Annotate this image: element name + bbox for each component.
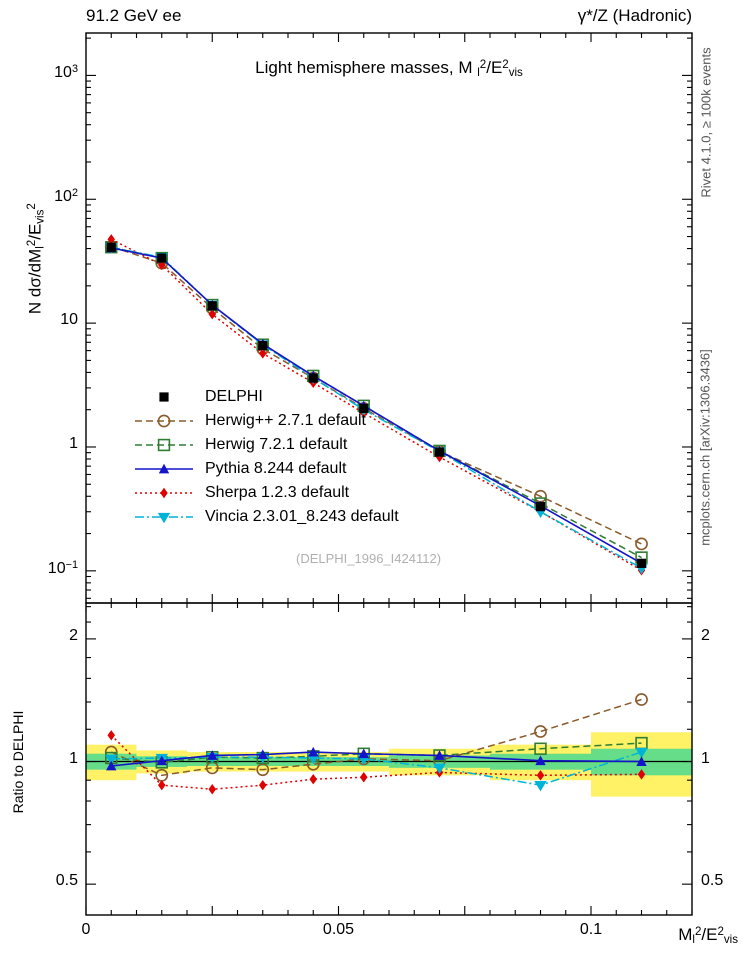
ratio-y-tick-label-right-2: 0.5 — [701, 872, 724, 890]
legend-item-vincia[interactable]: Vincia 2.3.01_8.243 default — [133, 505, 399, 529]
header-left-beam-energy: 91.2 GeV ee — [86, 6, 182, 25]
header-right-process: γ*/Z (Hadronic) — [577, 6, 692, 25]
legend-item-pythia[interactable]: Pythia 8.244 default — [133, 457, 399, 481]
legend-key-herwig7 — [133, 434, 195, 456]
legend-key-pythia — [133, 458, 195, 480]
legend-label: Sherpa 1.2.3 default — [205, 484, 350, 501]
legend-key-delphi — [133, 386, 195, 408]
legend-label: Vincia 2.3.01_8.243 default — [205, 508, 399, 525]
ratio-y-tick-label-left-2: 0.5 — [55, 872, 78, 890]
main-series-delphi — [106, 242, 647, 568]
legend-key-herwigpp — [133, 410, 195, 432]
main-y-tick-label-4: 10−1 — [47, 558, 78, 577]
main-y-tick-label-2: 10 — [60, 311, 78, 329]
main-y-tick-label-1: 102 — [54, 187, 78, 206]
ratio-y-tick-label-left-0: 2 — [69, 626, 78, 644]
legend-key-vincia — [133, 506, 195, 528]
ratio-y-tick-label-left-1: 1 — [69, 749, 78, 767]
legend-item-delphi[interactable]: DELPHI — [133, 385, 399, 409]
main-y-tick-label-3: 1 — [69, 434, 78, 452]
legend-label: Herwig++ 2.7.1 default — [205, 412, 366, 429]
x-tick-label-2: 0.1 — [579, 921, 603, 938]
ratio-series-pythia — [106, 746, 647, 771]
legend-item-sherpa[interactable]: Sherpa 1.2.3 default — [133, 481, 399, 505]
legend-key-sherpa — [133, 482, 195, 504]
main-y-tick-label-0: 103 — [54, 63, 78, 82]
x-tick-label-0: 0 — [81, 921, 91, 938]
legend-label: DELPHI — [205, 388, 263, 405]
ratio-y-tick-label-right-0: 2 — [701, 626, 710, 644]
legend-item-herwigpp[interactable]: Herwig++ 2.7.1 default — [133, 409, 399, 433]
legend-label: Herwig 7.2.1 default — [205, 436, 348, 453]
legend: DELPHI Herwig++ 2.7.1 default Herwig 7.2.1… — [133, 385, 399, 529]
ratio-y-tick-label-right-1: 1 — [701, 749, 710, 767]
legend-item-herwig[interactable]: Herwig 7.2.1 default — [133, 433, 399, 457]
x-tick-label-1: 0.05 — [322, 921, 355, 938]
legend-label: Pythia 8.244 default — [205, 460, 347, 477]
x-axis-label: Ml2/E2vis — [678, 925, 738, 947]
analysis-id-watermark: (DELPHI_1996_I424112) — [296, 551, 442, 566]
plot-title: Light hemisphere masses, M l2/E2vis — [255, 58, 523, 80]
